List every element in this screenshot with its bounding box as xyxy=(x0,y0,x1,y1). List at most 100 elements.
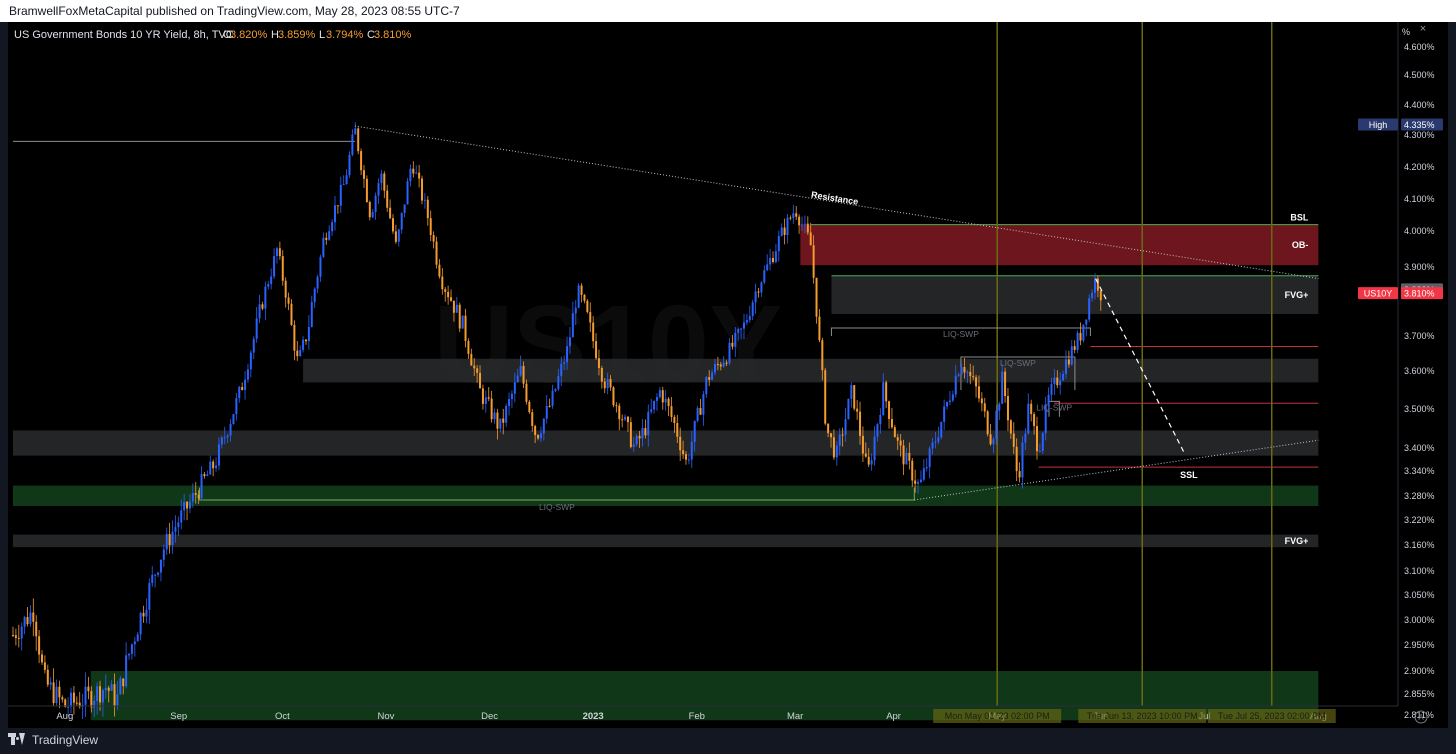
price-axis-unit: % xyxy=(1402,27,1410,37)
candle-body xyxy=(1053,377,1056,385)
candle-body xyxy=(812,245,815,278)
candle-body xyxy=(171,531,174,546)
price-badge-2 xyxy=(1401,287,1443,300)
candle-body xyxy=(902,445,905,465)
candle-body xyxy=(542,418,545,434)
ohlc-label-o: O xyxy=(223,29,232,41)
candle-body xyxy=(940,421,943,438)
candle-body xyxy=(52,682,55,704)
candle-body xyxy=(1079,332,1082,341)
candle-body xyxy=(696,408,699,421)
candle-body xyxy=(684,454,687,460)
candle-body xyxy=(772,257,775,263)
level-label-4: SSL xyxy=(1180,470,1198,480)
candle-body xyxy=(867,456,870,465)
candle-body xyxy=(386,190,389,208)
candle-body xyxy=(824,370,827,424)
candle-body xyxy=(220,437,223,445)
price-axis-bg xyxy=(1398,22,1448,728)
price-chart[interactable]: US10Y OB- FVG+ FVG+ BSL SSL LIQ-SWP LIQ-SWP LIQ-… xyxy=(8,22,1448,728)
tradingview-logo[interactable]: TradingView xyxy=(8,733,98,747)
liq-sweep-line-2 xyxy=(1048,400,1060,417)
price-tick-label: 4.100% xyxy=(1404,194,1435,204)
candle-body xyxy=(194,493,197,495)
candle-body xyxy=(307,326,310,342)
publish-header: BramwellFoxMetaCapital published on Trad… xyxy=(0,0,1456,22)
candle-body xyxy=(629,422,632,448)
candle-body xyxy=(458,304,461,329)
candle-body xyxy=(450,297,453,301)
candle-body xyxy=(1050,384,1053,395)
candle-body xyxy=(505,405,508,423)
support-trendline xyxy=(914,439,1319,501)
candle-body xyxy=(490,398,493,420)
candle-body xyxy=(96,686,99,702)
price-tick-label: 4.500% xyxy=(1404,70,1435,80)
candle-body xyxy=(38,636,41,655)
candle-body xyxy=(293,324,296,351)
candle-body xyxy=(951,394,954,401)
candle-body xyxy=(249,352,252,370)
candle-body xyxy=(313,288,316,303)
candle-body xyxy=(84,686,87,705)
candle-body xyxy=(14,635,17,638)
price-tick-label: 4.200% xyxy=(1404,162,1435,172)
zone-2 xyxy=(303,358,1319,383)
candle-body xyxy=(574,307,577,314)
candle-body xyxy=(1009,420,1012,434)
candle-body xyxy=(322,237,325,257)
candle-body xyxy=(270,276,273,285)
candle-body xyxy=(566,346,569,363)
candle-body xyxy=(1056,377,1059,386)
candle-body xyxy=(856,408,859,412)
candle-body xyxy=(673,416,676,424)
candle-body xyxy=(580,285,583,295)
candle-body xyxy=(995,410,998,440)
candle-body xyxy=(32,612,35,622)
auto-scale-button-label: A xyxy=(1418,713,1424,722)
candle-body xyxy=(374,195,377,213)
candle-body xyxy=(58,686,61,698)
price-badge-value-2: 3.810% xyxy=(1404,289,1435,299)
candle-body xyxy=(531,412,534,426)
candle-body xyxy=(626,416,629,423)
candle-body xyxy=(783,227,786,235)
candle-body xyxy=(75,702,78,704)
candle-body xyxy=(299,349,302,357)
candle-body xyxy=(609,379,612,388)
candle-body xyxy=(418,172,421,179)
candle-body xyxy=(122,678,125,687)
time-marker-badge-1 xyxy=(1078,709,1207,723)
candle-body xyxy=(1006,396,1009,421)
zone-label-0: OB- xyxy=(1292,240,1309,250)
candle-body xyxy=(818,316,821,341)
candle-body xyxy=(1088,298,1091,320)
candle-body xyxy=(635,435,638,445)
candle-body xyxy=(12,635,14,636)
candle-body xyxy=(148,583,151,610)
candle-body xyxy=(806,223,809,233)
candle-body xyxy=(734,332,737,347)
candle-body xyxy=(1030,403,1033,415)
candle-body xyxy=(571,313,574,338)
candle-body xyxy=(1059,380,1062,386)
candle-body xyxy=(354,128,357,135)
candle-body xyxy=(586,300,589,313)
candle-body xyxy=(568,337,571,347)
time-marker-badge-0 xyxy=(933,709,1062,723)
time-marker-label-0: Mon May 01 '23 02:00 PM xyxy=(945,711,1050,721)
liq-sweep-label-0: LIQ-SWP xyxy=(943,329,979,339)
candle-body xyxy=(29,612,32,625)
ohlc-label-c: C xyxy=(367,29,375,41)
candle-body xyxy=(513,382,516,394)
candle-body xyxy=(412,168,415,174)
candle-body xyxy=(487,397,490,399)
ohlc-value-h: 3.859% xyxy=(278,29,316,41)
candle-body xyxy=(1001,371,1004,404)
chart-area[interactable]: US10Y OB- FVG+ FVG+ BSL SSL LIQ-SWP LIQ-SWP LIQ-… xyxy=(8,22,1448,728)
ohlc-label-h: H xyxy=(271,29,279,41)
candle-body xyxy=(876,424,879,437)
candle-body xyxy=(342,184,345,186)
candle-body xyxy=(919,479,922,483)
price-tick-label: 3.500% xyxy=(1404,404,1435,414)
